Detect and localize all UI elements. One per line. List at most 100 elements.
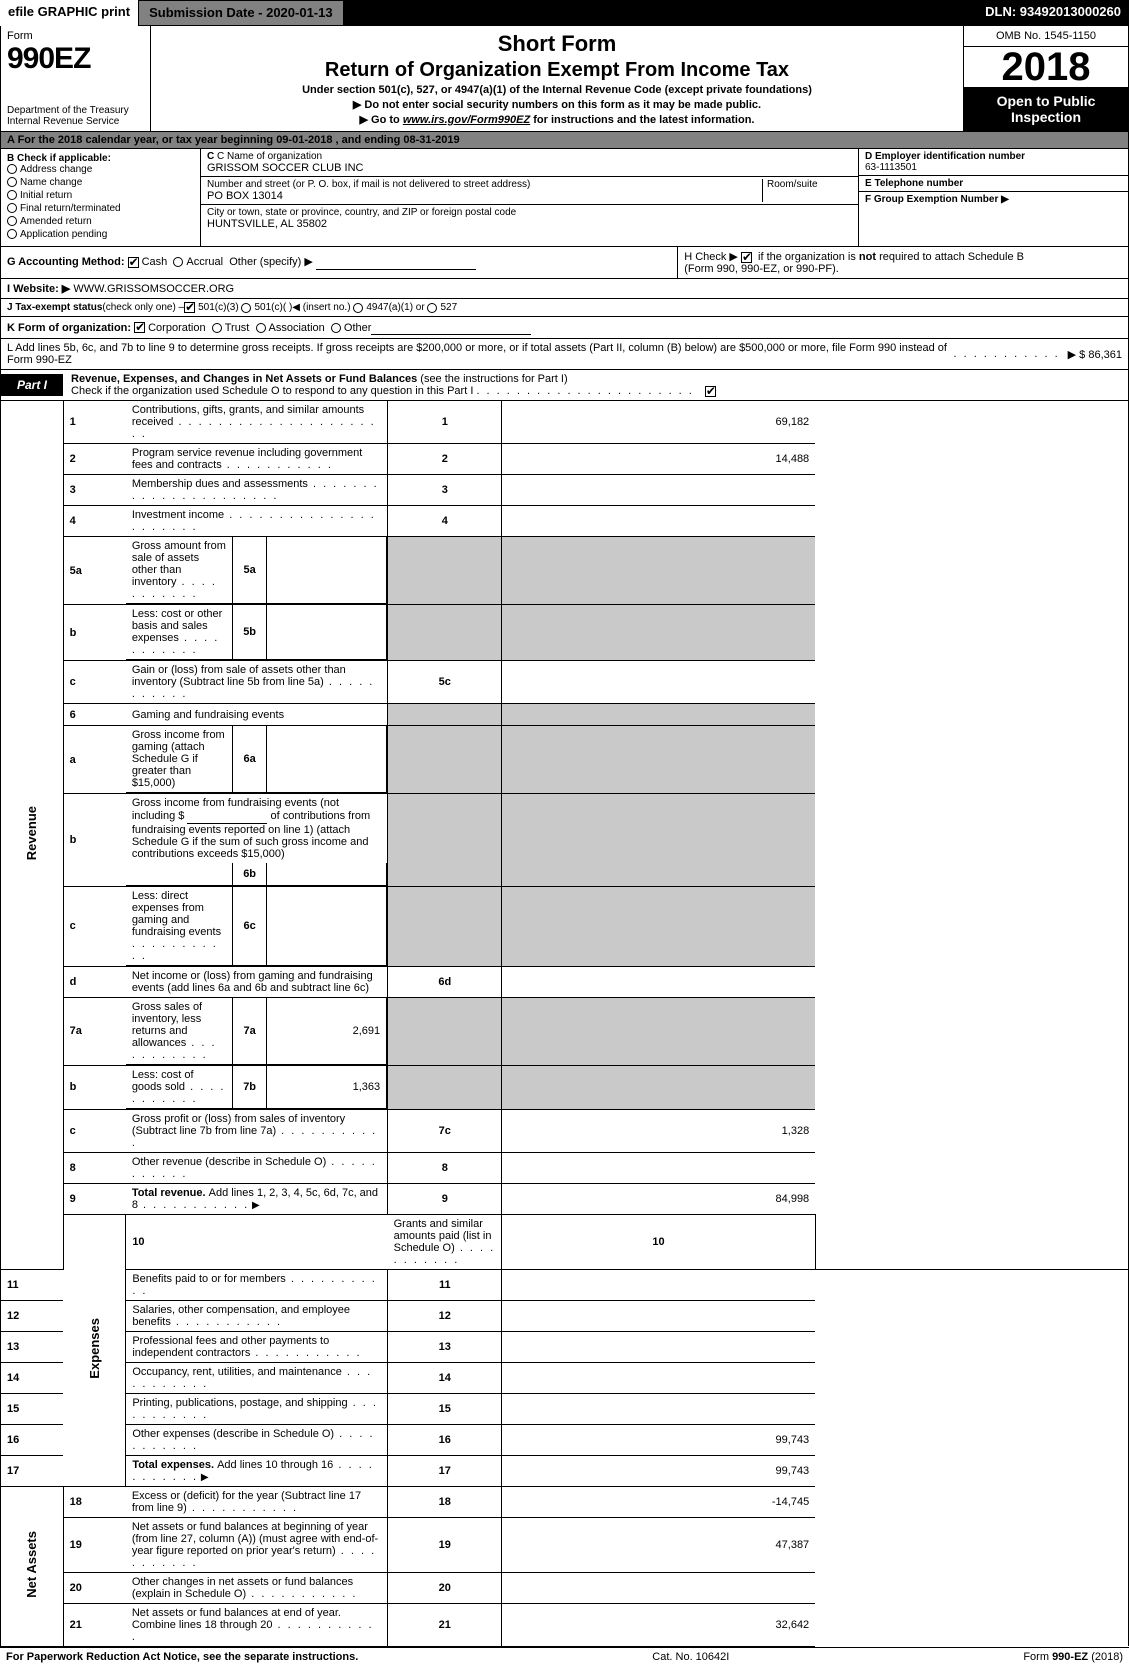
chk-final[interactable]: Final return/terminated [7,203,194,214]
part1-table: Revenue 1 Contributions, gifts, grants, … [0,401,1129,1647]
line-12: 12Salaries, other compensation, and empl… [1,1300,1129,1331]
chk-h[interactable] [741,252,752,263]
line-3: 3Membership dues and assessments3 [1,475,1129,506]
org-name: GRISSOM SOCCER CLUB INC [207,162,363,174]
c-city-row: City or town, state or province, country… [201,205,858,232]
line-5b: b Less: cost or other basis and sales ex… [1,605,1129,661]
line-20: 20Other changes in net assets or fund ba… [1,1572,1129,1603]
chk-name[interactable]: Name change [7,177,194,188]
line-6b: b Gross income from fundraising events (… [1,794,1129,887]
other-specify-input[interactable] [316,255,476,270]
spacer [344,0,978,26]
tax-year: 2018 [964,47,1128,87]
chk-accrual[interactable] [173,257,183,267]
tel-row: E Telephone number [859,176,1128,192]
chk-cash[interactable] [128,257,139,268]
line-14: 14Occupancy, rent, utilities, and mainte… [1,1362,1129,1393]
line-17: 17Total expenses. Add lines 10 through 1… [1,1455,1129,1486]
line-6a: a Gross income from gaming (attach Sched… [1,726,1129,794]
i-website-row: I Website: ▶ WWW.GRISSOMSOCCER.ORG [0,279,1129,299]
info-row: B Check if applicable: Address change Na… [0,149,1129,247]
other-org-input[interactable] [371,320,531,335]
page-footer: For Paperwork Reduction Act Notice, see … [0,1647,1129,1666]
dept2: Internal Revenue Service [7,116,144,127]
line-16: 16Other expenses (describe in Schedule O… [1,1424,1129,1455]
line-6c: c Less: direct expenses from gaming and … [1,886,1129,966]
chk-4947[interactable] [353,303,363,313]
chk-assoc[interactable] [256,323,266,333]
form-word: Form [7,30,33,42]
room-suite: Room/suite [762,179,852,202]
line-4: 4Investment income4 [1,506,1129,537]
top-bar: efile GRAPHIC print Submission Date - 20… [0,0,1129,26]
chk-501c[interactable] [241,303,251,313]
l-amount: ▶ $ 86,361 [1068,348,1122,361]
section-c: C C Name of organization GRISSOM SOCCER … [201,149,858,246]
j-status-row: J Tax-exempt status (check only one) ‒ 5… [0,299,1129,317]
line-18: Net Assets 18Excess or (deficit) for the… [1,1486,1129,1517]
netassets-label: Net Assets [24,1531,39,1598]
chk-address[interactable]: Address change [7,164,194,175]
6b-amount-input[interactable] [187,809,267,824]
part1-label: Part I [1,374,63,396]
chk-pending[interactable]: Application pending [7,229,194,240]
line-15: 15Printing, publications, postage, and s… [1,1393,1129,1424]
line-5c: cGain or (loss) from sale of assets othe… [1,661,1129,704]
footer-right: Form 990-EZ (2018) [1023,1651,1123,1663]
line-7a: 7a Gross sales of inventory, less return… [1,997,1129,1065]
return-title: Return of Organization Exempt From Incom… [159,59,955,82]
line-6: 6Gaming and fundraising events [1,704,1129,726]
section-d: D Employer identification number 63-1113… [858,149,1128,246]
header-center: Short Form Return of Organization Exempt… [151,26,963,131]
ssn-note: ▶ Do not enter social security numbers o… [159,98,955,111]
short-form-title: Short Form [159,31,955,57]
l-gross-row: L Add lines 5b, 6c, and 7b to line 9 to … [0,339,1129,370]
chk-other-org[interactable] [331,323,341,333]
k-org-row: K Form of organization: Corporation Trus… [0,317,1129,339]
ein-row: D Employer identification number 63-1113… [859,149,1128,176]
footer-mid: Cat. No. 10642I [652,1651,729,1663]
line-21: 21Net assets or fund balances at end of … [1,1603,1129,1646]
header-right: OMB No. 1545-1150 2018 Open to Public In… [963,26,1128,131]
line-10: Expenses 10Grants and similar amounts pa… [1,1214,1129,1269]
chk-trust[interactable] [212,323,222,333]
c-city-lbl: City or town, state or province, country… [207,207,852,218]
dept-treasury: Department of the Treasury Internal Reve… [7,105,144,127]
efile-label[interactable]: efile GRAPHIC print [0,0,138,26]
dln-label: DLN: 93492013000260 [977,0,1129,26]
g-accounting: G Accounting Method: Cash Accrual Other … [1,252,677,273]
part1-header: Part I Revenue, Expenses, and Changes in… [0,370,1129,401]
c-name-lbl: C C Name of organization [207,151,852,162]
chk-amended[interactable]: Amended return [7,216,194,227]
b-label: B Check if applicable: [7,153,111,164]
ein-value: 63-1113501 [865,162,917,173]
line-8: 8Other revenue (describe in Schedule O)8 [1,1152,1129,1183]
chk-527[interactable] [427,303,437,313]
line-7c: cGross profit or (loss) from sales of in… [1,1109,1129,1152]
website-value[interactable]: WWW.GRISSOMSOCCER.ORG [73,283,234,295]
revenue-label: Revenue [24,806,39,860]
chk-501c3[interactable] [184,302,195,313]
goto-note: ▶ Go to www.irs.gov/Form990EZ for instru… [159,113,955,126]
section-b: B Check if applicable: Address change Na… [1,149,201,246]
line-6d: dNet income or (loss) from gaming and fu… [1,966,1129,997]
chk-corp[interactable] [134,322,145,333]
dept1: Department of the Treasury [7,105,144,116]
c-addr-row: Number and street (or P. O. box, if mail… [201,177,858,205]
h-check: H Check ▶ if the organization is not req… [677,247,1128,278]
org-city: HUNTSVILLE, AL 35802 [207,218,327,230]
chk-schedule-o[interactable] [705,386,716,397]
chk-initial[interactable]: Initial return [7,190,194,201]
gh-row: G Accounting Method: Cash Accrual Other … [0,247,1129,279]
goto-prefix: ▶ Go to [360,114,403,126]
line-7b: b Less: cost of goods sold 7b1,363 [1,1065,1129,1109]
c-addr-lbl: Number and street (or P. O. box, if mail… [207,179,762,190]
goto-tail: for instructions and the latest informat… [530,114,754,126]
org-addr: PO BOX 13014 [207,190,283,202]
l-text: L Add lines 5b, 6c, and 7b to line 9 to … [7,342,953,366]
expenses-label: Expenses [87,1318,102,1379]
footer-left: For Paperwork Reduction Act Notice, see … [6,1651,358,1663]
line-2: 2Program service revenue including gover… [1,444,1129,475]
goto-link[interactable]: www.irs.gov/Form990EZ [403,114,530,126]
line-13: 13Professional fees and other payments t… [1,1331,1129,1362]
